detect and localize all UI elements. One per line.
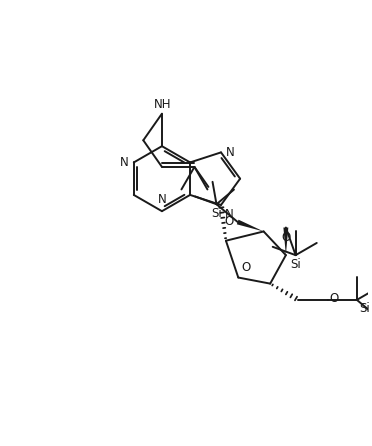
Polygon shape xyxy=(237,220,264,231)
Text: O: O xyxy=(241,260,250,273)
Text: Si: Si xyxy=(211,207,222,220)
Text: N: N xyxy=(225,208,234,221)
Text: Si: Si xyxy=(359,302,370,315)
Text: NH: NH xyxy=(154,98,171,111)
Text: O: O xyxy=(224,215,234,228)
Text: N: N xyxy=(158,193,166,206)
Text: O: O xyxy=(330,293,339,306)
Text: Si: Si xyxy=(290,258,301,271)
Polygon shape xyxy=(283,227,288,255)
Text: N: N xyxy=(120,156,129,169)
Text: O: O xyxy=(281,231,291,244)
Text: N: N xyxy=(226,146,235,159)
